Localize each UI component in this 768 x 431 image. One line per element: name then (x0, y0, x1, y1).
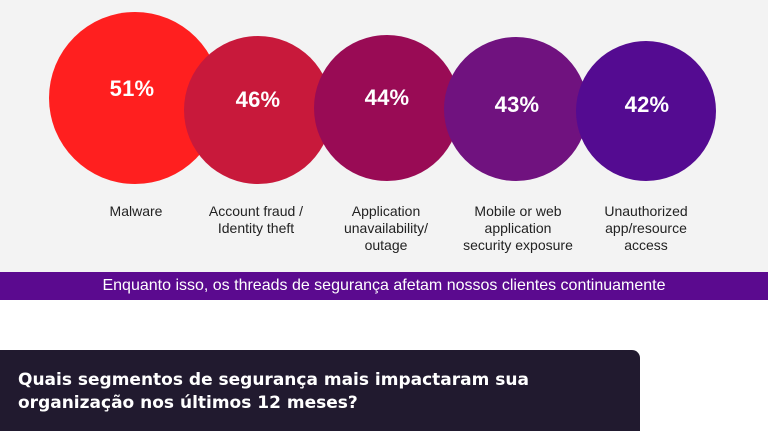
bubble-value-malware: 51% (109, 76, 155, 101)
label-application-unavailability: Application unavailability/ outage (343, 203, 429, 253)
survey-question-panel: Quais segmentos de segurança mais impact… (0, 350, 640, 431)
survey-question-text: Quais segmentos de segurança mais impact… (18, 370, 529, 413)
label-mobile-web-exposure: Mobile or web application security expos… (463, 203, 573, 253)
bubble-labels: Malware Account fraud / Identity theft A… (0, 198, 768, 270)
label-malware: Malware (109, 203, 163, 219)
bubble-value-account-fraud: 46% (235, 87, 281, 112)
label-account-fraud: Account fraud / Identity theft (208, 203, 304, 236)
security-threat-banner: Enquanto isso, os threads de segurança a… (0, 272, 768, 300)
label-unauthorized-access: Unauthorized app/resource access (604, 203, 688, 253)
bubble-application-unavailability: 44% (314, 35, 460, 181)
statistics-area: 51% 46% 44% 43% 42% Malware Account frau… (0, 0, 768, 272)
bubble-value-application-unavailability: 44% (364, 85, 410, 110)
bubble-value-mobile-web-exposure: 43% (494, 92, 540, 117)
impact-bubbles: 51% 46% 44% 43% 42% (49, 12, 716, 184)
bubble-unauthorized-access: 42% (576, 41, 716, 181)
bubble-value-unauthorized-access: 42% (624, 92, 670, 117)
bubble-mobile-web-exposure: 43% (444, 37, 588, 181)
bubble-account-fraud: 46% (184, 36, 332, 184)
